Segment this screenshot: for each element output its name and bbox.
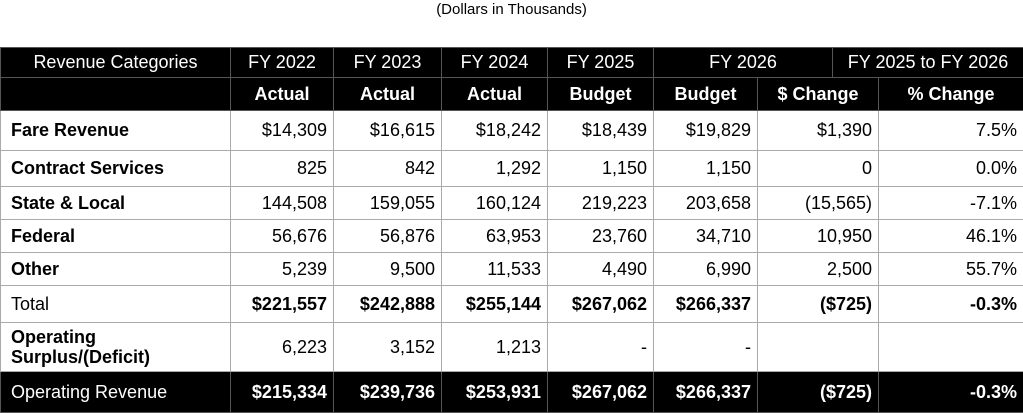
header-cell: FY 2025 [547,47,654,78]
value-cell: 144,508 [230,186,334,220]
value-cell [878,322,1023,372]
header-cell: Budget [653,77,758,111]
row-label: Total [0,285,231,323]
value-cell: $1,390 [756,110,880,151]
value-cell: $14,309 [230,110,334,151]
value-cell: - [547,322,654,372]
value-cell: $255,144 [441,285,548,323]
value-cell: 6,223 [230,322,334,372]
value-cell: $16,615 [333,110,442,151]
header-row-years: Revenue Categories FY 2022 FY 2023 FY 20… [0,47,1023,78]
row-label: Operating Revenue [0,371,231,413]
header-cell: FY 2024 [441,47,548,78]
value-cell: 1,213 [441,322,548,372]
value-cell: $239,736 [333,371,442,413]
value-cell: $18,439 [547,110,654,151]
value-cell: $18,242 [441,110,548,151]
table-row: Operating Surplus/(Deficit) 6,223 3,152 1,2… [0,322,1023,372]
value-cell: $266,337 [653,285,758,323]
value-cell: (15,565) [756,186,880,220]
value-cell: 5,239 [230,252,334,286]
value-cell: -7.1% [878,186,1023,220]
table-row: Total $221,557 $242,888 $255,144 $267,062 $26… [0,285,1023,323]
value-cell: 56,876 [333,219,442,253]
value-cell: 2,500 [756,252,880,286]
header-cell: % Change [878,77,1023,111]
value-cell: 825 [230,150,334,187]
row-label: Operating Surplus/(Deficit) [0,322,231,372]
revenue-table: Revenue Categories FY 2022 FY 2023 FY 20… [0,47,1023,413]
value-cell: $266,337 [653,371,758,413]
header-cell: FY 2026 [652,47,834,78]
value-cell: $215,334 [230,371,334,413]
value-cell: 4,490 [547,252,654,286]
header-cell [0,77,231,111]
value-cell: 10,950 [756,219,880,253]
header-cell: Actual [441,77,548,111]
header-cell: FY 2023 [333,47,442,78]
header-cell: $ Change [756,77,880,111]
value-cell: 159,055 [333,186,442,220]
value-cell: 56,676 [230,219,334,253]
header-cell: Actual [230,77,334,111]
table-row: Other 5,239 9,500 11,533 4,490 6,990 2,500 55.7… [0,252,1023,286]
row-label: Contract Services [0,150,231,187]
row-label: Other [0,252,231,286]
header-cell: FY 2025 to FY 2026 [832,47,1023,78]
table-row: Contract Services 825 842 1,292 1,150 1,150 0 0… [0,150,1023,187]
value-cell: ($725) [756,285,880,323]
value-cell: 63,953 [441,219,548,253]
value-cell: 11,533 [441,252,548,286]
value-cell: -0.3% [878,371,1023,413]
value-cell: 842 [333,150,442,187]
value-cell: $253,931 [441,371,548,413]
value-cell: 1,150 [653,150,758,187]
value-cell: $267,062 [547,371,654,413]
table-row: Operating Revenue $215,334 $239,736 $253,93… [0,371,1023,413]
value-cell: $221,557 [230,285,334,323]
row-label: Federal [0,219,231,253]
value-cell [756,322,880,372]
value-cell: 0.0% [878,150,1023,187]
header-row-types: Actual Actual Actual Budget Budget $ Cha… [0,77,1023,111]
value-cell: ($725) [756,371,880,413]
header-cell: Revenue Categories [0,47,231,78]
value-cell: $242,888 [333,285,442,323]
value-cell: 203,658 [653,186,758,220]
value-cell: 219,223 [547,186,654,220]
value-cell: 23,760 [547,219,654,253]
value-cell: 55.7% [878,252,1023,286]
table-row: Fare Revenue $14,309 $16,615 $18,242 $18,439… [0,110,1023,151]
value-cell: $19,829 [653,110,758,151]
value-cell: $267,062 [547,285,654,323]
table-subtitle: (Dollars in Thousands) [436,1,587,18]
header-cell: FY 2022 [230,47,334,78]
value-cell: 46.1% [878,219,1023,253]
value-cell: 160,124 [441,186,548,220]
value-cell: 1,292 [441,150,548,187]
value-cell: 9,500 [333,252,442,286]
value-cell: 0 [756,150,880,187]
row-label: Fare Revenue [0,110,231,151]
header-cell: Budget [547,77,654,111]
value-cell: 7.5% [878,110,1023,151]
value-cell: - [653,322,758,372]
table-row: State & Local 144,508 159,055 160,124 219,22… [0,186,1023,220]
table-row: Federal 56,676 56,876 63,953 23,760 34,710 10,… [0,219,1023,253]
value-cell: 34,710 [653,219,758,253]
value-cell: 3,152 [333,322,442,372]
value-cell: -0.3% [878,285,1023,323]
value-cell: 1,150 [547,150,654,187]
value-cell: 6,990 [653,252,758,286]
header-cell: Actual [333,77,442,111]
row-label: State & Local [0,186,231,220]
